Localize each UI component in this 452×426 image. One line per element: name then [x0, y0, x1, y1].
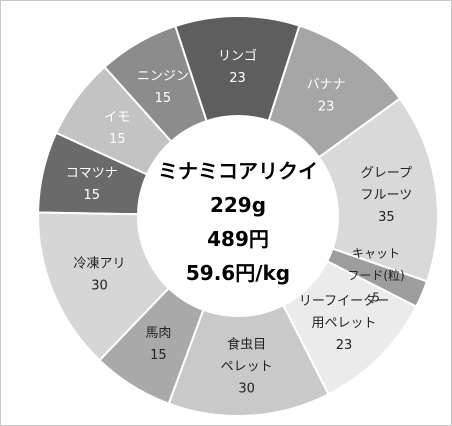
slice-value: 30 — [238, 382, 255, 397]
center-hole — [139, 117, 337, 315]
slice-label: キャットフード(粒) 5 — [347, 247, 404, 305]
slice-value: 23 — [318, 100, 335, 115]
slice-name: フード(粒) — [347, 268, 404, 283]
slice-name: リーフイーター — [299, 294, 389, 309]
slice-value: 35 — [378, 210, 395, 225]
pie-slice — [37, 211, 171, 362]
center-stat: 229g — [210, 193, 266, 217]
slice-name: ペレット — [221, 360, 273, 375]
slice-name: ニンジン — [137, 69, 189, 84]
center-stat: 489円 — [207, 227, 269, 251]
slice-value: 5 — [372, 291, 380, 305]
slice-label: イモ 15 — [104, 110, 130, 147]
slice-name: 食虫目 — [227, 337, 266, 353]
slice-label: 冷凍アリ 30 — [73, 256, 125, 294]
slice-label: グレープフルーツ 35 — [361, 166, 413, 225]
slice-name: 冷凍アリ — [73, 256, 125, 272]
slice-value: 23 — [336, 338, 353, 353]
slice-value: 23 — [229, 71, 246, 86]
pie-slice — [317, 97, 439, 283]
slice-label: バナナ 23 — [307, 78, 346, 115]
slice-label: ニンジン 15 — [137, 69, 189, 106]
slice-label: リーフイーター用ペレット 23 — [299, 294, 389, 353]
slice-label: 馬肉 15 — [145, 326, 171, 363]
slice-label: リンゴ 23 — [218, 48, 257, 86]
slice-name: 馬肉 — [145, 326, 171, 341]
slice-name: キャット — [352, 247, 400, 261]
center-title: ミナミコアリクイ — [158, 159, 318, 183]
slice-value: 15 — [109, 132, 126, 147]
slice-name: イモ — [104, 110, 130, 125]
slice-label: コマツナ 15 — [66, 166, 118, 203]
slice-value: 15 — [83, 188, 100, 203]
center-stat: 59.6円/kg — [186, 261, 290, 285]
slice-name: 用ペレット — [312, 316, 377, 331]
slice-name: コマツナ — [66, 166, 118, 181]
slice-name: リンゴ — [218, 48, 257, 64]
slice-value: 15 — [155, 91, 172, 106]
slice-name: バナナ — [307, 78, 346, 93]
slice-value: 15 — [150, 348, 167, 363]
slice-name: フルーツ — [361, 188, 413, 203]
slice-name: グレープ — [361, 166, 412, 181]
slice-label: 食虫目ペレット 30 — [221, 337, 273, 397]
slice-value: 30 — [91, 279, 108, 294]
